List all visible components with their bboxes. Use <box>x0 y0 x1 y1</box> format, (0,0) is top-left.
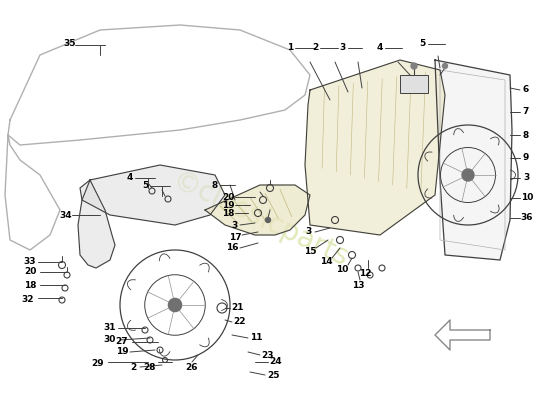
Polygon shape <box>78 180 115 268</box>
Polygon shape <box>80 165 225 225</box>
Text: 9: 9 <box>523 154 529 162</box>
Text: 3: 3 <box>523 174 529 182</box>
Text: 35: 35 <box>64 40 76 48</box>
Text: 8: 8 <box>523 130 529 140</box>
Text: 3: 3 <box>305 228 311 236</box>
Text: 13: 13 <box>352 280 364 290</box>
Text: 18: 18 <box>24 280 36 290</box>
Text: 28: 28 <box>144 362 156 372</box>
Text: 8: 8 <box>212 180 218 190</box>
Text: 30: 30 <box>104 336 116 344</box>
Text: 26: 26 <box>186 362 198 372</box>
Text: 32: 32 <box>22 296 34 304</box>
Text: 19: 19 <box>222 200 234 210</box>
Text: 22: 22 <box>234 318 246 326</box>
Text: 4: 4 <box>377 44 383 52</box>
Circle shape <box>462 169 474 181</box>
Text: 23: 23 <box>262 350 274 360</box>
Text: 14: 14 <box>320 258 332 266</box>
Text: 7: 7 <box>523 108 529 116</box>
Text: 34: 34 <box>60 210 72 220</box>
Text: 11: 11 <box>250 334 262 342</box>
Text: 10: 10 <box>336 266 348 274</box>
Text: 10: 10 <box>521 194 533 202</box>
Circle shape <box>168 298 182 312</box>
Text: 5: 5 <box>419 40 425 48</box>
Text: 6: 6 <box>523 86 529 94</box>
Text: ©classicparts: ©classicparts <box>167 167 353 273</box>
Text: 31: 31 <box>104 324 116 332</box>
Text: 3: 3 <box>232 220 238 230</box>
Text: 17: 17 <box>229 234 241 242</box>
Circle shape <box>266 218 271 222</box>
Text: 27: 27 <box>116 338 128 346</box>
Polygon shape <box>435 60 512 260</box>
Text: 2: 2 <box>130 362 136 372</box>
Text: 1: 1 <box>287 44 293 52</box>
Text: 4: 4 <box>127 174 133 182</box>
Text: 20: 20 <box>222 192 234 202</box>
Text: 25: 25 <box>267 370 279 380</box>
Polygon shape <box>305 60 445 235</box>
Text: 2: 2 <box>312 44 318 52</box>
Text: 21: 21 <box>231 304 243 312</box>
FancyBboxPatch shape <box>400 75 428 93</box>
Text: 24: 24 <box>270 358 282 366</box>
Polygon shape <box>205 185 310 235</box>
Circle shape <box>411 63 417 69</box>
Text: 29: 29 <box>92 360 104 368</box>
Text: 5: 5 <box>142 182 148 190</box>
Text: 20: 20 <box>24 268 36 276</box>
Text: 18: 18 <box>222 208 234 218</box>
Polygon shape <box>435 320 490 350</box>
Text: 12: 12 <box>359 270 371 278</box>
Text: 16: 16 <box>226 244 238 252</box>
Text: 3: 3 <box>339 44 345 52</box>
Circle shape <box>443 64 448 68</box>
Text: 15: 15 <box>304 248 316 256</box>
Text: 33: 33 <box>24 258 36 266</box>
Text: 36: 36 <box>521 214 534 222</box>
Text: 19: 19 <box>116 348 128 356</box>
